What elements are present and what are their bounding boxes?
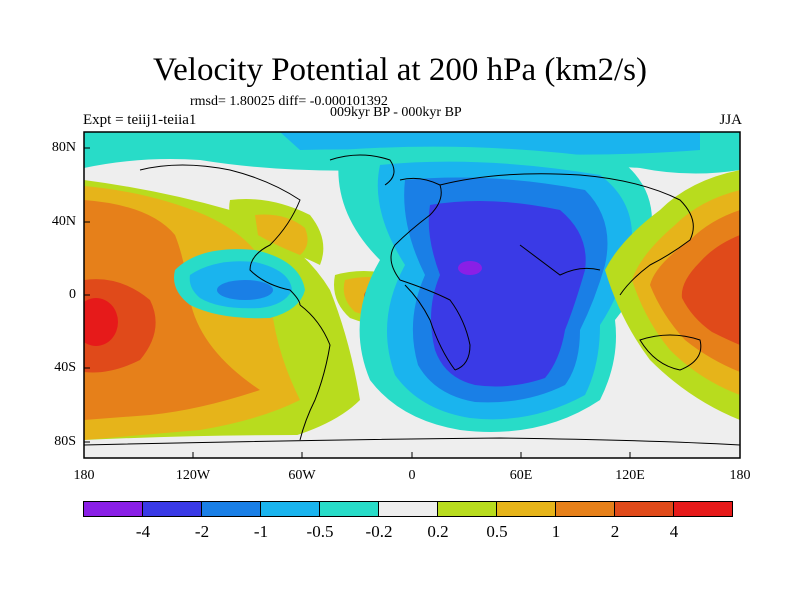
field-pacific-pos-core: [84, 298, 118, 346]
season-label: JJA: [719, 112, 742, 128]
field-africa-neg-core: [428, 201, 586, 387]
lat-label-40n: 40N: [51, 214, 76, 229]
colorbar-label: -1: [253, 522, 269, 541]
lon-label-60e: 60E: [509, 468, 533, 483]
lon-label-180e: 180: [729, 468, 751, 483]
field-africa-min-core: [458, 261, 482, 275]
colorbar-label: 4: [669, 522, 679, 541]
colorbar-swatch: [555, 501, 615, 517]
field-namerica-pos-2: [255, 214, 308, 255]
colorbar-swatch: [260, 501, 320, 517]
period-line: 009kyr BP - 000kyr BP: [330, 105, 462, 120]
experiment-label: Expt = teiij1-teiia1: [83, 112, 197, 128]
field-south-band: [84, 435, 740, 458]
coastlines: [84, 154, 740, 446]
lon-label-180w: 180: [73, 468, 95, 483]
colorbar: [83, 501, 733, 517]
axis-ticks: [83, 147, 741, 458]
field-wpac-pos-4: [681, 235, 740, 345]
colorbar-label: -2: [194, 522, 210, 541]
lon-label-120e: 120E: [615, 468, 645, 483]
colorbar-swatch: [437, 501, 497, 517]
field-epac-neg-core: [217, 280, 273, 300]
colorbar-swatch: [673, 501, 733, 517]
lat-label-0: 0: [69, 287, 76, 302]
colorbar-swatch: [496, 501, 556, 517]
lat-label-40s: 40S: [54, 360, 76, 375]
lon-label-60w: 60W: [288, 468, 316, 483]
colorbar-label: -4: [135, 522, 151, 541]
colorbar-swatch: [319, 501, 379, 517]
colorbar-label: 0.2: [427, 522, 449, 541]
colorbar-swatch: [142, 501, 202, 517]
colorbar-swatch: [614, 501, 674, 517]
lat-label-80s: 80S: [54, 434, 76, 449]
lat-label-80n: 80N: [51, 140, 76, 155]
colorbar-label: 1: [551, 522, 561, 541]
colorbar-swatch: [83, 501, 143, 517]
colorbar-label: 2: [610, 522, 620, 541]
colorbar-swatch: [201, 501, 261, 517]
stats-line: rmsd= 1.80025 diff= -0.000101392: [190, 94, 388, 109]
colorbar-label: 0.5: [486, 522, 508, 541]
colorbar-swatch: [378, 501, 438, 517]
lon-label-120w: 120W: [175, 468, 211, 483]
colorbar-label: -0.2: [365, 522, 393, 541]
colorbar-label: -0.5: [306, 522, 334, 541]
plot-title: Velocity Potential at 200 hPa (km2/s): [152, 52, 648, 88]
lon-label-0: 0: [408, 468, 416, 483]
